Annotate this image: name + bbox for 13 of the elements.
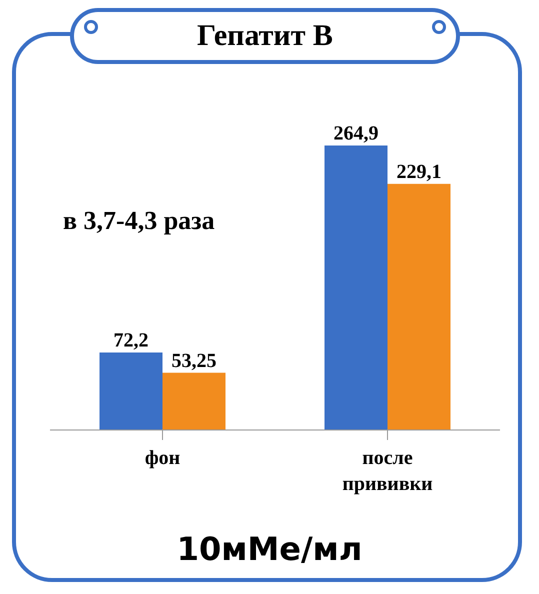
bar (100, 352, 162, 430)
bar (324, 145, 388, 430)
text: 10мМе/мл (176, 530, 364, 568)
chart-title: Гепатит В (197, 19, 333, 53)
data-label: 53,25 (172, 350, 216, 372)
x-tick-label: после прививки (342, 447, 433, 495)
annotation: в 3,7-4,3 раза (63, 206, 215, 236)
bar (388, 184, 450, 430)
data-label: 229,1 (396, 160, 442, 183)
data-label: 264,9 (334, 122, 378, 144)
data-label: 72,2 (114, 329, 148, 352)
x-tick-label: фон (144, 447, 180, 469)
bar (162, 372, 226, 430)
